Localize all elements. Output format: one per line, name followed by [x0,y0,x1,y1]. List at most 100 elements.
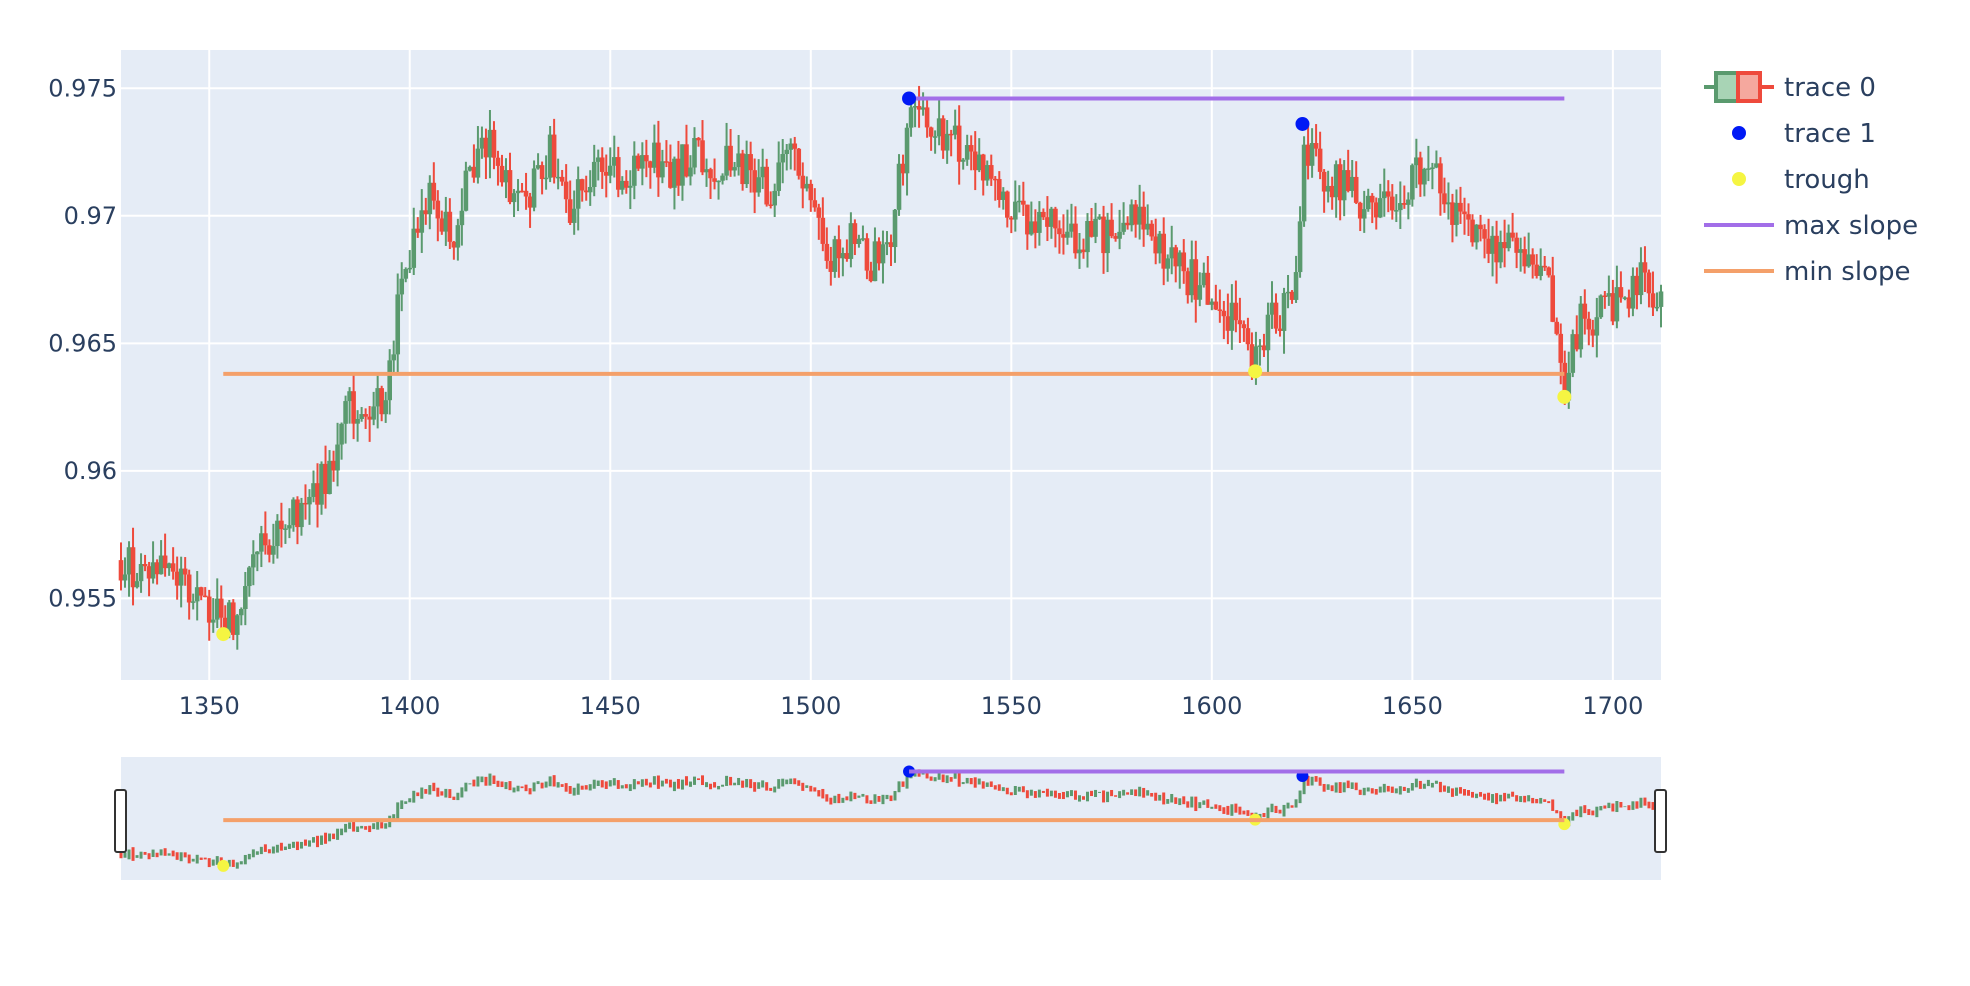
candle-body [1482,229,1487,239]
candle-body [1458,202,1463,212]
candle-body [1506,232,1511,249]
candle-body [1153,236,1158,254]
trough-marker [1248,364,1263,379]
candle-body [760,166,765,178]
candle-body [1045,217,1050,227]
candle-body [1109,219,1114,237]
candle-body [371,406,376,420]
candle-body [1478,224,1483,230]
candle-body [948,133,954,136]
legend-item[interactable]: max slope [1704,211,1918,241]
candle-body [579,179,585,191]
candle-body [712,178,717,182]
candle-body [595,157,601,162]
legend-item[interactable]: min slope [1704,257,1910,287]
candle-body [740,153,745,185]
candle-body [724,145,729,176]
candle-body [1009,217,1014,220]
candle-body [1033,221,1038,233]
candle-body [1634,275,1640,296]
candle-body [218,598,224,618]
trace-1-marker [1295,116,1310,131]
candle-body [1013,201,1018,220]
candle-body [1177,252,1183,267]
candle-body [1057,228,1062,235]
candle-body [936,118,942,137]
candle-body [447,211,453,242]
candle-body [154,562,160,575]
candle-body [840,253,846,259]
candle-body [924,107,930,128]
candle-body [190,601,196,603]
candle-body [1089,221,1094,237]
candle-body [375,388,380,407]
candle-body [1486,238,1491,254]
candle-body [912,106,918,108]
candle-body [816,207,822,218]
candle-body [1542,265,1547,268]
candle-body [1093,218,1098,237]
marker-layer [216,91,1572,642]
candle-body [1502,242,1507,249]
candle-body [1037,211,1042,233]
candle-body [636,155,641,169]
candle-body [319,463,324,505]
rangeslider-trough-marker [217,859,230,872]
candle-body [940,118,946,151]
candle-body [535,165,541,169]
candle-body [1053,208,1058,229]
candle-body [1281,293,1287,331]
candle-body [182,568,188,575]
candle-body [303,502,308,505]
y-tick-label: 0.96 [64,457,117,485]
candle-body [784,149,790,155]
candle-body [1065,231,1070,238]
candle-body [984,165,990,181]
candle-body [1610,293,1616,322]
candle-body [1349,176,1355,191]
candle-body [684,144,689,177]
legend-item[interactable]: trace 1 [1732,119,1876,149]
candle-body [1430,167,1435,169]
candle-body [403,269,409,279]
candle-body [1377,198,1383,218]
candle-body [780,154,786,163]
candle-body [134,581,140,588]
candle-body [900,163,906,174]
candle-body [1229,302,1235,331]
candle-body [964,145,970,160]
candle-body [291,499,296,526]
candle-body [1329,185,1335,198]
candle-body [1265,314,1271,351]
candle-body [142,564,148,567]
candle-body [567,199,573,223]
candle-body [331,460,336,471]
candle-body [1373,202,1379,218]
candle-body [575,179,581,209]
candle-body [1169,247,1175,259]
candle-body [1353,176,1359,203]
candle-body [1049,208,1054,227]
rangeslider-left-handle[interactable] [114,789,127,853]
candle-body [1249,344,1255,377]
candle-body [1181,252,1187,272]
candle-body [1402,203,1407,205]
candle-body [1233,302,1239,321]
candle-body [295,499,300,528]
legend-item[interactable]: trace 0 [1704,71,1876,103]
legend-marker-icon [1732,126,1746,140]
candle-body [648,161,653,168]
legend-item[interactable]: trough [1732,165,1870,195]
candle-body [788,143,794,150]
candle-body [367,416,372,420]
candle-body [1189,259,1195,296]
candle-body [1297,221,1303,273]
candle-body [583,190,589,193]
legend-label: min slope [1784,257,1910,287]
candle-body [551,134,557,178]
candle-body [1121,222,1126,232]
candle-body [1654,306,1660,309]
rangeslider-right-handle[interactable] [1654,789,1667,853]
candle-body [1442,193,1447,205]
candle-body [587,186,593,193]
